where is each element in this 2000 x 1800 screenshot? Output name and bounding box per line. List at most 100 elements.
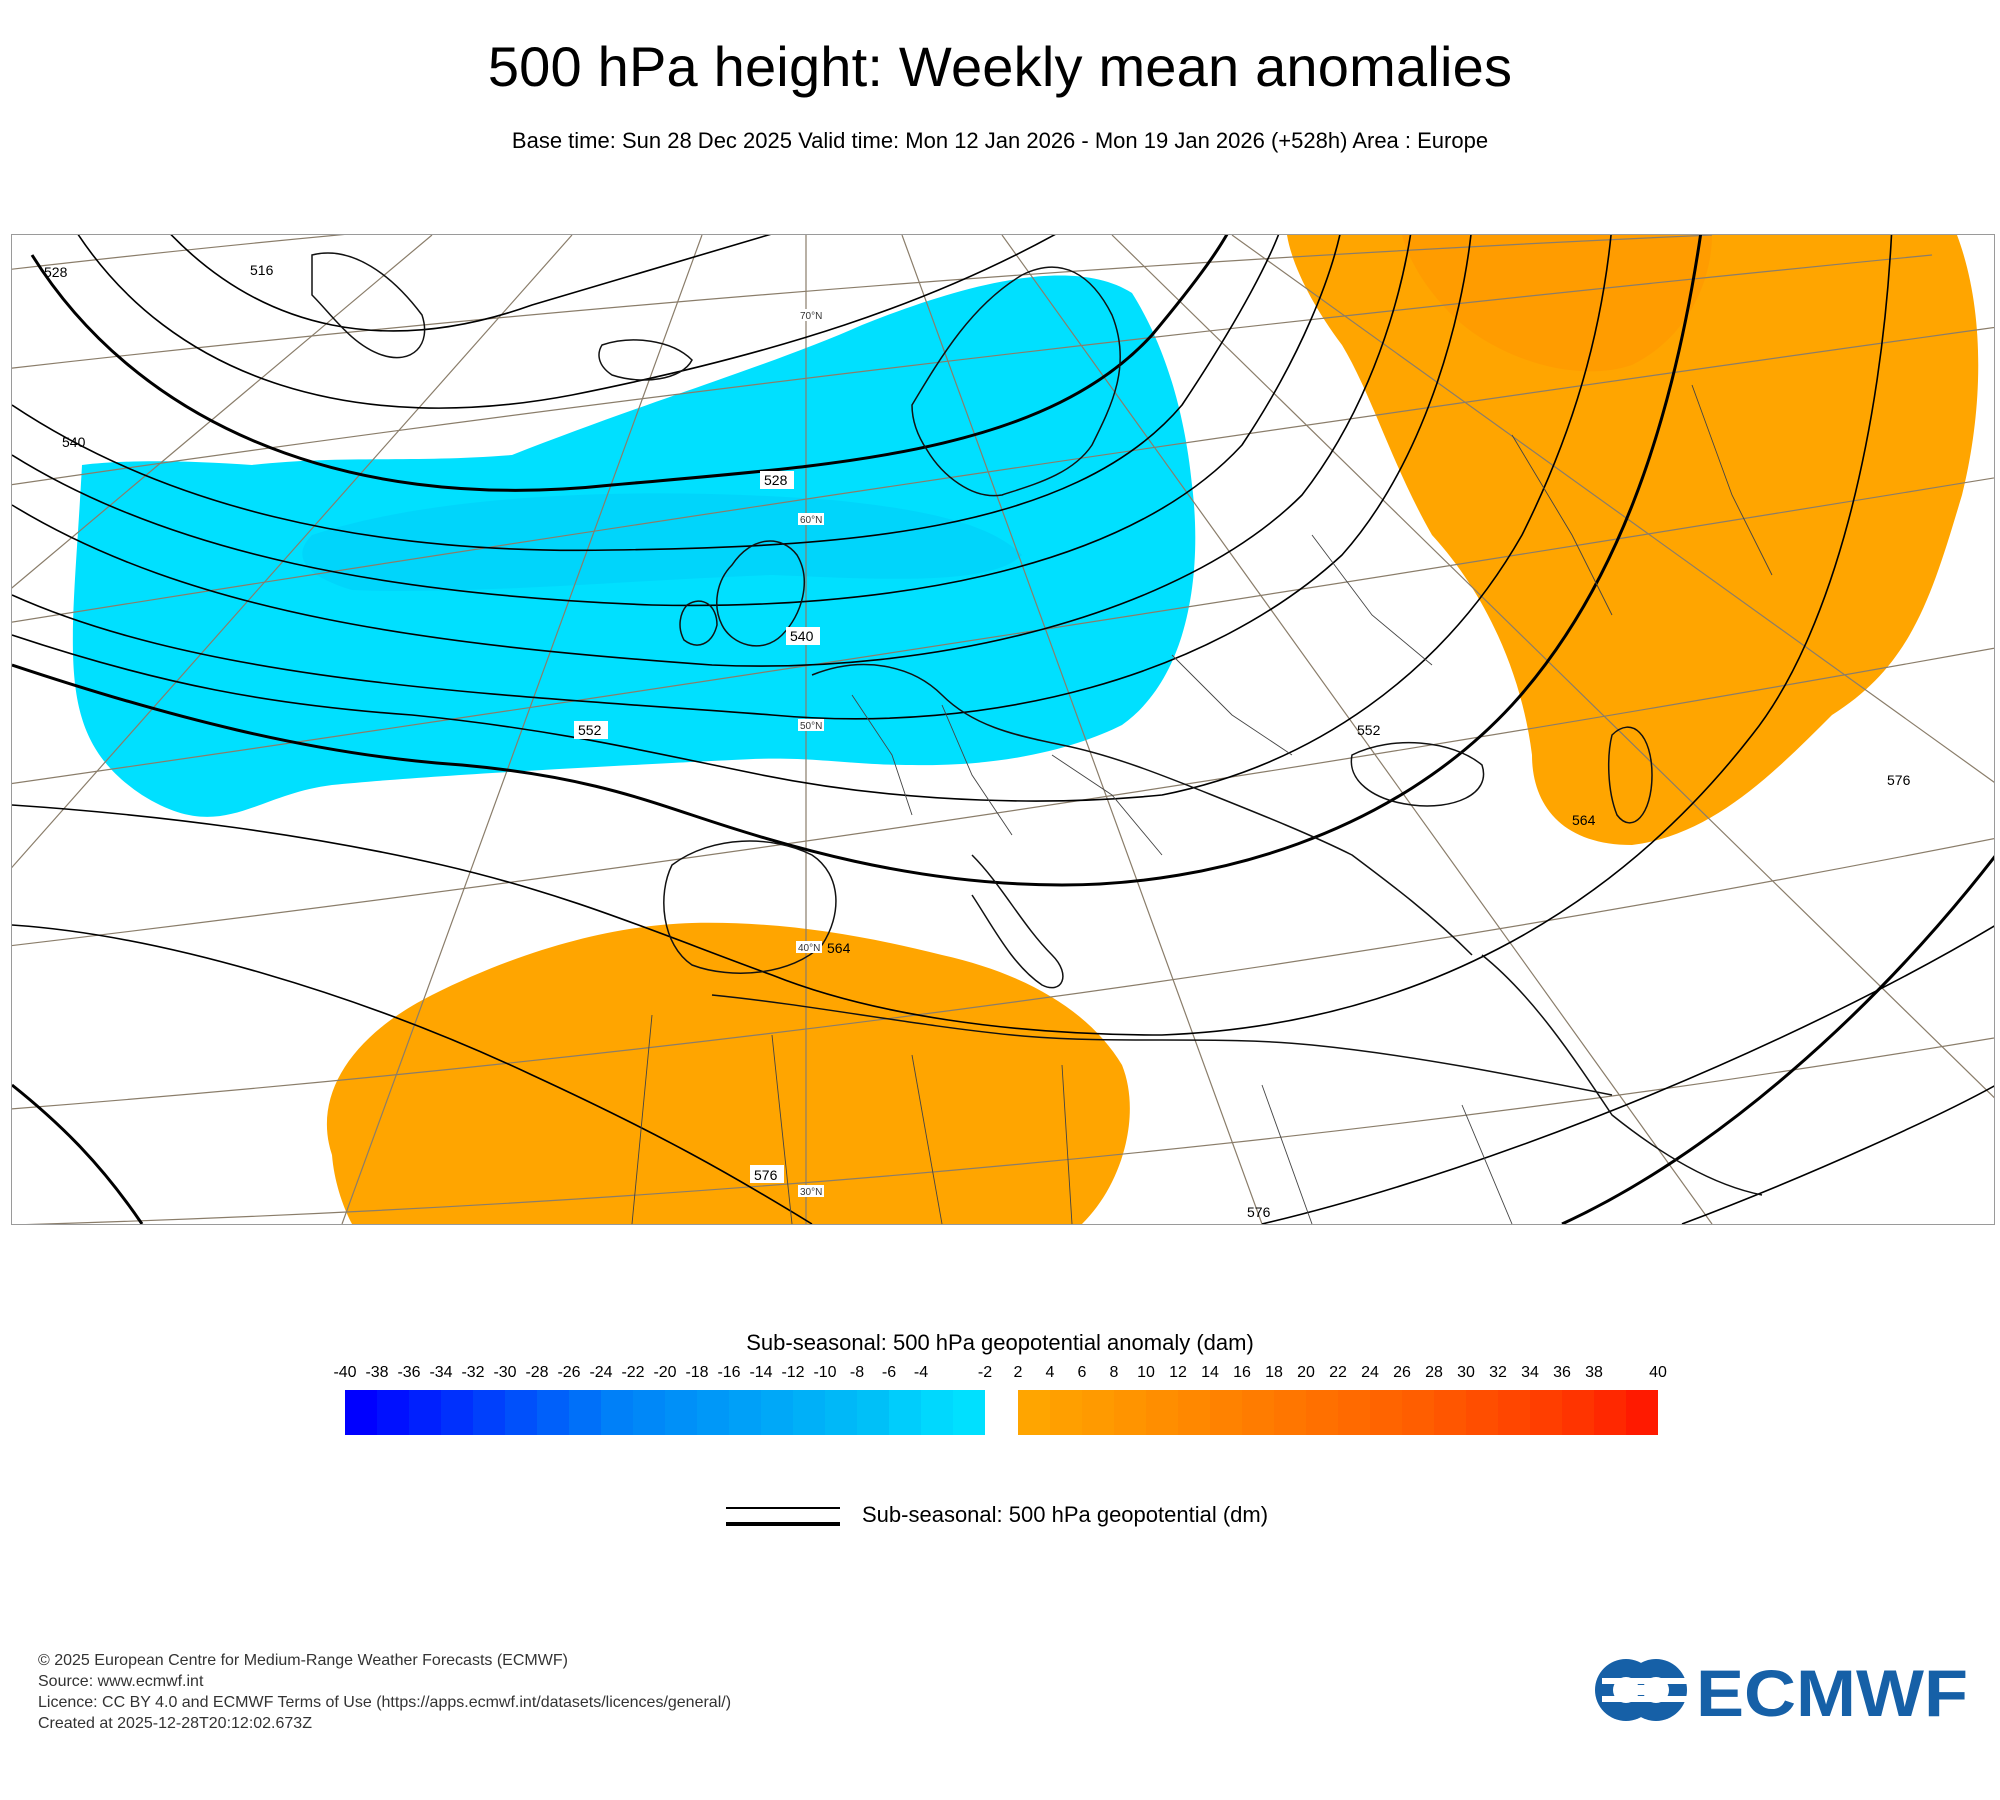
contour-label: 564 <box>827 940 851 956</box>
anomaly-shading <box>72 235 1979 1224</box>
contour-labels: 516 528 528 540 540 552 552 564 564 576 … <box>44 262 1911 1220</box>
colorbar-tick-label: -10 <box>813 1364 837 1381</box>
colorbar-swatch-positive <box>1562 1390 1594 1435</box>
colorbar-swatch-negative <box>505 1390 537 1435</box>
colorbar-tick-label: 24 <box>1361 1364 1379 1381</box>
colorbar-ticks: -40 -38 -36 -34 -32 -30 -28 -26 -24 -22 -20 -18 -16-… <box>0 1364 2000 1386</box>
latitude-label: 70°N <box>800 311 822 322</box>
colorbar-tick-label: -30 <box>493 1364 517 1381</box>
colorbar-tick-label: 34 <box>1521 1364 1539 1381</box>
contour-label: 540 <box>790 628 814 644</box>
chart-subtitle: Base time: Sun 28 Dec 2025 Valid time: M… <box>511 128 1489 153</box>
anomaly-map: 516 528 528 540 540 552 552 564 564 576 … <box>11 234 1995 1225</box>
contour-label: 552 <box>1357 722 1381 738</box>
ecmwf-logo: ECMWF <box>1595 1656 1968 1724</box>
colorbar-swatch-negative <box>729 1390 761 1435</box>
colorbar-swatch-positive <box>1626 1390 1658 1435</box>
colorbar-swatch-positive <box>1530 1390 1562 1435</box>
positive-anomaly-north-east-core <box>1402 235 1712 372</box>
contour-label: 528 <box>764 472 788 488</box>
colorbar-swatch-positive <box>1498 1390 1530 1435</box>
colorbar-positive <box>1018 1390 1658 1435</box>
colorbar-tick-label: -32 <box>461 1364 485 1381</box>
ecmwf-logo-icon <box>1595 1659 1690 1721</box>
colorbar-tick-label: -26 <box>557 1364 581 1381</box>
latitude-label: 50°N <box>800 721 822 732</box>
colorbar-tick-label: -22 <box>621 1364 645 1381</box>
latitude-label: 40°N <box>798 943 820 954</box>
colorbar-title: Sub-seasonal: 500 hPa geopotential anoma… <box>746 1330 1254 1355</box>
colorbar-tick-label: -38 <box>365 1364 389 1381</box>
colorbar-swatch-negative <box>825 1390 857 1435</box>
latitude-label: 30°N <box>800 1187 822 1198</box>
colorbar-tick-label: -20 <box>653 1364 677 1381</box>
colorbar-tick-label: -6 <box>881 1364 897 1381</box>
colorbar-swatch-positive <box>1018 1390 1050 1435</box>
colorbar-tick-label: 30 <box>1457 1364 1475 1381</box>
country-borders <box>631 384 1773 1224</box>
colorbar-swatch-negative <box>441 1390 473 1435</box>
chart-title: 500 hPa height: Weekly mean anomalies <box>487 35 1513 98</box>
colorbar-swatch-negative <box>377 1390 409 1435</box>
colorbar-tick-label: 4 <box>1045 1364 1055 1381</box>
colorbar-tick-label: -34 <box>429 1364 453 1381</box>
middle-east-coast <box>1481 954 1763 1196</box>
colorbar-tick-label: -40 <box>333 1364 357 1381</box>
negative-anomaly-core <box>302 493 1022 592</box>
colorbar-swatch-positive <box>1434 1390 1466 1435</box>
colorbar-swatch-negative <box>345 1390 377 1435</box>
italy-coast <box>971 854 1064 989</box>
north-africa-coast <box>711 994 1613 1096</box>
colorbar-tick-label: -16 <box>717 1364 741 1381</box>
footer-credits: © 2025 European Centre for Medium-Range … <box>38 1650 731 1734</box>
contour-line-legend-swatch <box>726 1505 840 1529</box>
colorbar-swatch-positive <box>1466 1390 1498 1435</box>
colorbar-tick-label: -36 <box>397 1364 421 1381</box>
contour-label: 528 <box>44 264 68 280</box>
colorbar-swatch-negative <box>857 1390 889 1435</box>
geopotential-contours <box>12 235 1994 1224</box>
latitude-labels: 70°N 60°N 50°N 40°N 30°N <box>796 309 824 1198</box>
colorbar-tick-label: 2 <box>1013 1364 1023 1381</box>
ecmwf-logo-text: ECMWF <box>1696 1656 1968 1724</box>
colorbar-swatch-positive <box>1146 1390 1178 1435</box>
colorbar-swatch-positive <box>1242 1390 1274 1435</box>
source-text: Source: www.ecmwf.int <box>38 1673 204 1690</box>
created-text: Created at 2025-12-28T20:12:02.673Z <box>38 1715 312 1732</box>
colorbar-swatch-negative <box>537 1390 569 1435</box>
colorbar-swatch-positive <box>1338 1390 1370 1435</box>
caspian-coast <box>1607 726 1653 824</box>
europe-coast <box>811 663 1473 956</box>
colorbar-tick-label: 40 <box>1649 1364 1667 1381</box>
colorbar-swatch-negative <box>569 1390 601 1435</box>
colorbar-swatch-positive <box>1306 1390 1338 1435</box>
colorbar-tick-label: 8 <box>1109 1364 1119 1381</box>
colorbar-tick-label: -14 <box>749 1364 773 1381</box>
colorbar-tick-label: -24 <box>589 1364 613 1381</box>
contour-label: 516 <box>250 262 274 278</box>
contour-label: 552 <box>578 722 602 738</box>
positive-anomaly-north-east <box>1287 235 1979 845</box>
colorbar-swatch-negative <box>601 1390 633 1435</box>
coastlines <box>311 252 1763 1196</box>
colorbar-tick-label: 18 <box>1265 1364 1283 1381</box>
colorbar-tick-label: -18 <box>685 1364 709 1381</box>
greenland-coast <box>311 252 426 359</box>
thick-contour-sample <box>726 1522 840 1526</box>
colorbar-swatch-positive <box>1370 1390 1402 1435</box>
colorbar-tick-label: 38 <box>1585 1364 1603 1381</box>
contour-line-legend-label: Sub-seasonal: 500 hPa geopotential (dm) <box>862 1502 1269 1527</box>
colorbar-tick-label: 10 <box>1137 1364 1155 1381</box>
contour-label: 540 <box>62 434 86 450</box>
colorbar-swatch-negative <box>473 1390 505 1435</box>
colorbar-swatch-negative <box>921 1390 953 1435</box>
black-sea-coast <box>1350 741 1485 807</box>
colorbar-tick-label: 14 <box>1201 1364 1219 1381</box>
british-isles-coast <box>716 540 805 647</box>
colorbar-swatch-negative <box>665 1390 697 1435</box>
colorbar-tick-label: 20 <box>1297 1364 1315 1381</box>
colorbar-tick-label: 36 <box>1553 1364 1571 1381</box>
colorbar-tick-label: -4 <box>913 1364 929 1381</box>
contour-label: 576 <box>1887 772 1911 788</box>
colorbar-tick-label: 28 <box>1425 1364 1443 1381</box>
